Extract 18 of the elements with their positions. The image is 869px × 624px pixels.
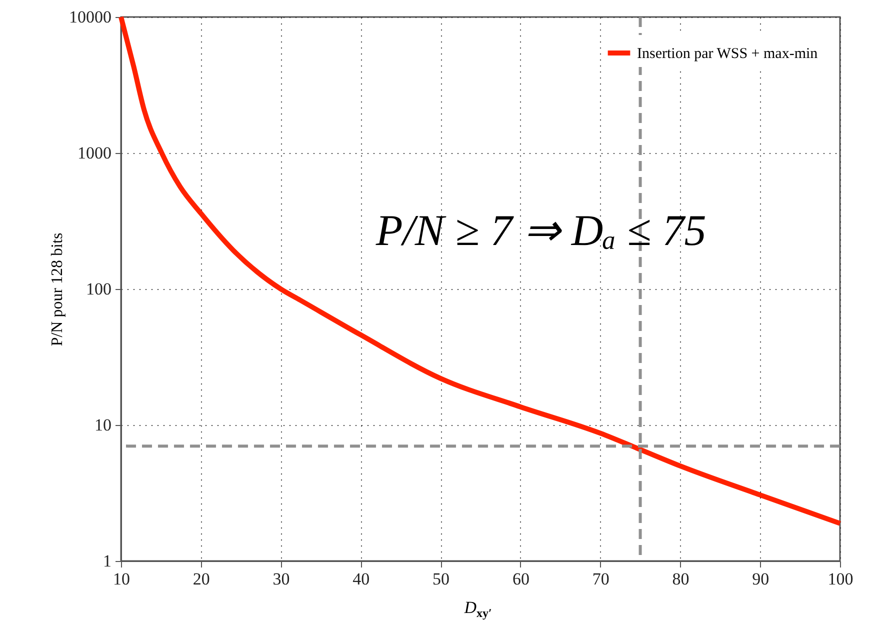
x-tick-label: 80 <box>672 570 690 588</box>
x-tick-label: 10 <box>113 570 130 588</box>
annotation: P/N ≥ 7 ⇒ Dₐ ≤ 75 <box>374 206 706 255</box>
x-tick-label: 50 <box>432 570 450 588</box>
y-tick-label: 10000 <box>69 8 112 26</box>
legend-label: Insertion par WSS + max-min <box>637 46 818 62</box>
y-tick-label: 10 <box>94 416 112 434</box>
x-tick-label: 70 <box>592 570 610 588</box>
x-tick-label: 90 <box>752 570 770 588</box>
x-tick-label: 40 <box>352 570 370 588</box>
y-tick-label: 1000 <box>78 144 112 162</box>
y-tick-label: 1 <box>103 552 112 570</box>
x-tick-label: 30 <box>272 570 290 588</box>
x-tick-label: 100 <box>828 570 854 588</box>
x-tick-label: 20 <box>192 570 210 588</box>
y-tick-label: 100 <box>86 280 112 298</box>
y-axis-title: P/N pour 128 bits <box>49 232 66 346</box>
x-tick-label: 60 <box>512 570 530 588</box>
